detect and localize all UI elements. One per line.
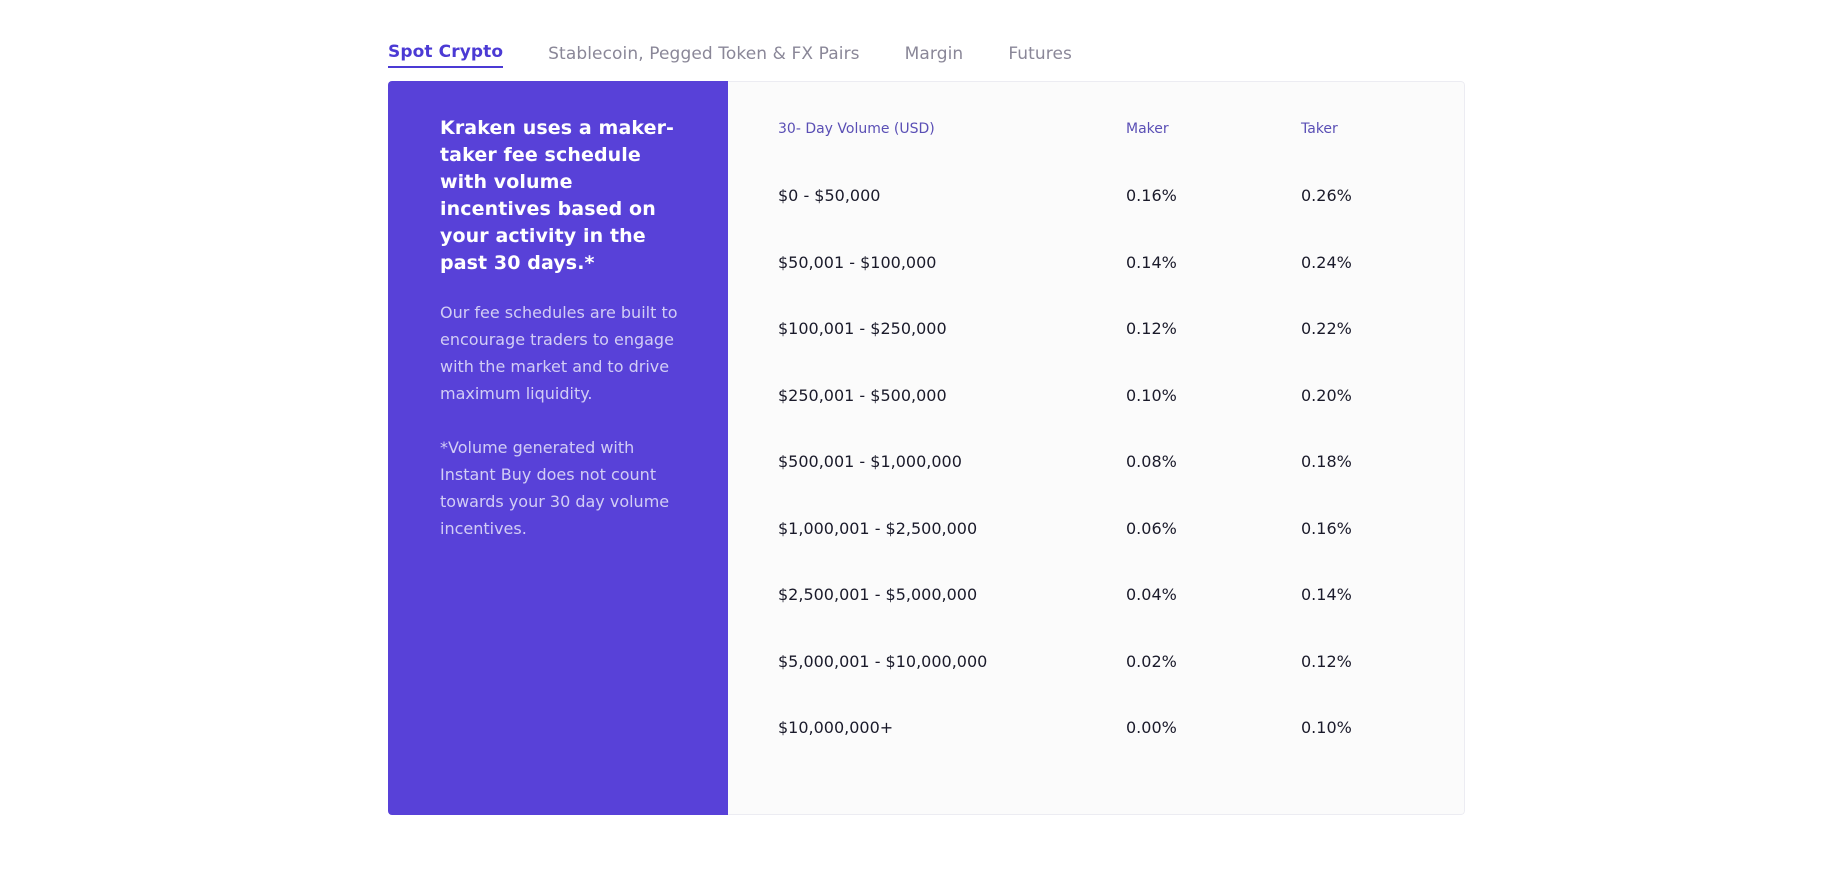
taker-fee-cell: 0.22% [1301, 319, 1352, 338]
taker-fee-cell: 0.24% [1301, 252, 1352, 272]
fee-info-headline: Kraken uses a maker-taker fee schedule w… [440, 117, 675, 274]
table-row: $10,000,000+ 0.00% 0.10% [778, 718, 1464, 785]
volume-tier-cell: $50,001 - $100,000 [778, 252, 937, 272]
maker-fee-cell: 0.16% [1126, 186, 1177, 205]
tab-margin[interactable]: Margin [904, 44, 964, 64]
taker-fee-cell: 0.16% [1301, 518, 1352, 538]
table-row: $1,000,001 - $2,500,000 0.06% 0.16% [778, 519, 1464, 586]
table-row: $500,001 - $1,000,000 0.08% 0.18% [778, 452, 1464, 519]
maker-fee-cell: 0.12% [1126, 319, 1177, 338]
table-row: $2,500,001 - $5,000,000 0.04% 0.14% [778, 585, 1464, 652]
tab-stablecoin-pegged-fx[interactable]: Stablecoin, Pegged Token & FX Pairs [548, 44, 860, 64]
volume-tier-cell: $5,000,001 - $10,000,000 [778, 651, 988, 671]
maker-fee-cell: 0.08% [1126, 452, 1177, 471]
fee-table: 30- Day Volume (USD) Maker Taker $0 - $5… [728, 81, 1465, 815]
fee-table-body: $0 - $50,000 0.16% 0.26% $50,001 - $100,… [778, 186, 1464, 785]
taker-fee-cell: 0.12% [1301, 651, 1352, 671]
maker-fee-cell: 0.00% [1126, 718, 1177, 737]
taker-fee-cell: 0.20% [1301, 385, 1352, 405]
fee-info-description: Our fee schedules are built to encourage… [440, 303, 678, 403]
column-header-maker: Maker [1126, 121, 1169, 137]
fee-info-panel: Kraken uses a maker-taker fee schedule w… [388, 81, 728, 815]
tab-futures[interactable]: Futures [1008, 44, 1073, 64]
volume-tier-cell: $10,000,000+ [778, 718, 894, 737]
taker-fee-cell: 0.18% [1301, 452, 1352, 471]
tab-spot-crypto[interactable]: Spot Crypto [388, 42, 504, 68]
taker-fee-cell: 0.14% [1301, 585, 1352, 604]
fee-schedule-card: Kraken uses a maker-taker fee schedule w… [388, 81, 1465, 815]
volume-tier-cell: $1,000,001 - $2,500,000 [778, 518, 978, 538]
taker-fee-cell: 0.26% [1301, 186, 1352, 205]
volume-tier-cell: $0 - $50,000 [778, 186, 881, 205]
maker-fee-cell: 0.14% [1126, 252, 1177, 272]
volume-tier-cell: $500,001 - $1,000,000 [778, 452, 962, 471]
maker-fee-cell: 0.06% [1126, 518, 1177, 538]
table-row: $0 - $50,000 0.16% 0.26% [778, 186, 1464, 253]
volume-tier-cell: $2,500,001 - $5,000,000 [778, 585, 978, 604]
table-row: $100,001 - $250,000 0.12% 0.22% [778, 319, 1464, 386]
volume-tier-cell: $250,001 - $500,000 [778, 385, 947, 405]
maker-fee-cell: 0.02% [1126, 651, 1177, 671]
maker-fee-cell: 0.10% [1126, 385, 1177, 405]
column-header-taker: Taker [1301, 121, 1338, 137]
fee-schedule-tabs: Spot Crypto Stablecoin, Pegged Token & F… [388, 38, 1072, 68]
table-row: $50,001 - $100,000 0.14% 0.24% [778, 253, 1464, 320]
fee-table-header: 30- Day Volume (USD) Maker Taker [778, 121, 1464, 141]
fee-info-footnote: *Volume generated with Instant Buy does … [440, 438, 670, 538]
table-row: $250,001 - $500,000 0.10% 0.20% [778, 386, 1464, 453]
column-header-volume: 30- Day Volume (USD) [778, 121, 935, 137]
maker-fee-cell: 0.04% [1126, 585, 1177, 604]
table-row: $5,000,001 - $10,000,000 0.02% 0.12% [778, 652, 1464, 719]
volume-tier-cell: $100,001 - $250,000 [778, 319, 947, 338]
taker-fee-cell: 0.10% [1301, 718, 1352, 737]
